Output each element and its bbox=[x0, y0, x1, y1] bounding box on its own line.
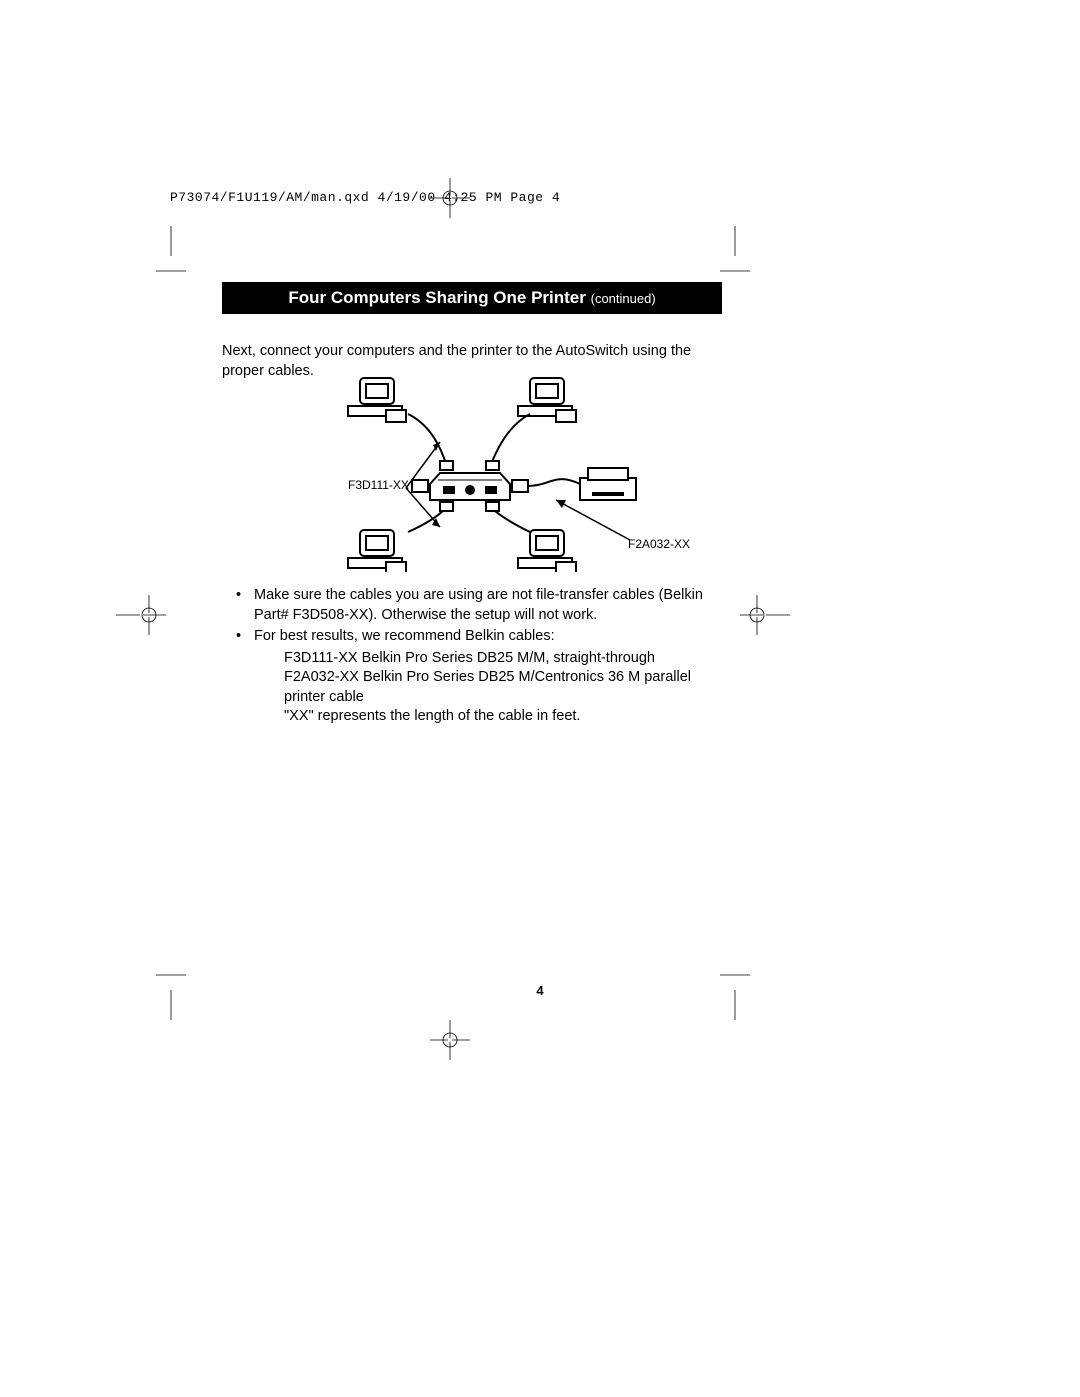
crop-mark-top bbox=[430, 178, 470, 218]
bullet-list: Make sure the cables you are using are n… bbox=[222, 586, 722, 727]
computer-icon bbox=[518, 530, 576, 572]
sub-list-item: F3D111-XX Belkin Pro Series DB25 M/M, st… bbox=[222, 649, 722, 669]
sub-list-item: "XX" represents the length of the cable … bbox=[222, 707, 722, 727]
crop-mark-mid-right bbox=[740, 595, 790, 635]
computer-icon bbox=[348, 530, 406, 572]
crop-mark-top-left-corner bbox=[126, 226, 186, 286]
autoswitch-icon bbox=[430, 473, 510, 500]
list-item: For best results, we recommend Belkin ca… bbox=[222, 627, 722, 647]
sub-list-item: F2A032-XX Belkin Pro Series DB25 M/Centr… bbox=[222, 668, 722, 707]
list-item: Make sure the cables you are using are n… bbox=[222, 586, 722, 625]
section-title-main: Four Computers Sharing One Printer bbox=[288, 288, 590, 307]
page-number: 4 bbox=[0, 983, 1080, 998]
computer-icon bbox=[348, 378, 406, 422]
printer-icon bbox=[580, 468, 636, 500]
header-file-line: P73074/F1U119/AM/man.qxd 4/19/00 4:25 PM… bbox=[170, 190, 560, 205]
section-title-bar: Four Computers Sharing One Printer (cont… bbox=[222, 282, 722, 314]
crop-mark-top-right-corner bbox=[720, 226, 780, 286]
crop-mark-mid-left bbox=[116, 595, 166, 635]
section-title-continued: (continued) bbox=[591, 291, 656, 306]
diagram-label-left: F3D111-XX bbox=[348, 478, 409, 492]
crop-mark-bottom bbox=[430, 1020, 470, 1060]
diagram-label-right: F2A032-XX bbox=[628, 537, 690, 551]
